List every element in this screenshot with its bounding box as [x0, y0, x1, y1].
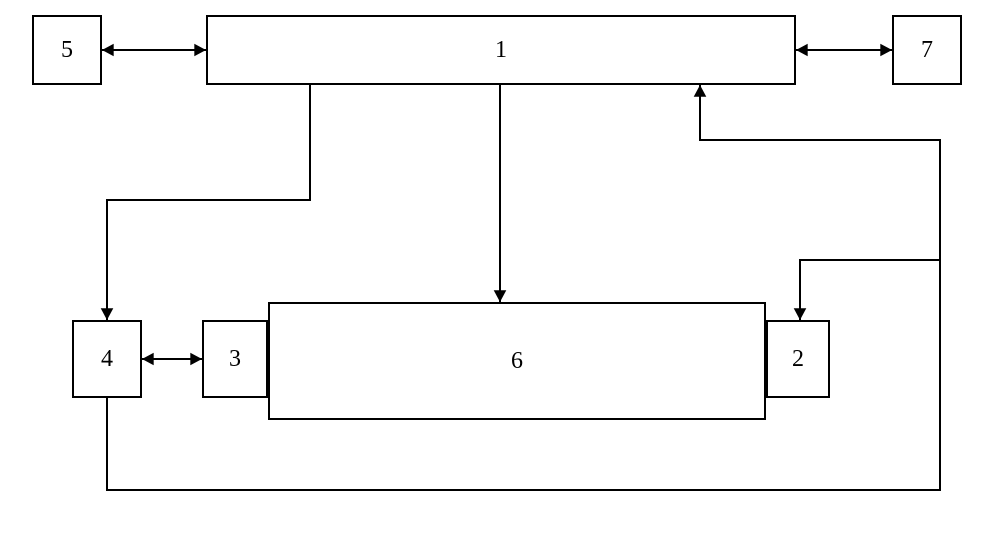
node-1: 1	[206, 15, 796, 85]
node-7: 7	[892, 15, 962, 85]
node-1-label: 1	[495, 37, 507, 64]
node-5: 5	[32, 15, 102, 85]
node-3: 3	[202, 320, 268, 398]
node-2-label: 2	[792, 346, 804, 373]
node-4-label: 4	[101, 346, 113, 373]
node-6-label: 6	[511, 348, 523, 375]
node-4: 4	[72, 320, 142, 398]
node-7-label: 7	[921, 37, 933, 64]
edge-e_1_4	[107, 85, 310, 320]
node-2: 2	[766, 320, 830, 398]
edge-e_1_2	[700, 85, 940, 320]
node-6: 6	[268, 302, 766, 420]
diagram-canvas: 1 5 7 4 3 6 2	[0, 0, 1000, 550]
edge-e_4_1	[107, 85, 940, 490]
node-5-label: 5	[61, 37, 73, 64]
node-3-label: 3	[229, 346, 241, 373]
